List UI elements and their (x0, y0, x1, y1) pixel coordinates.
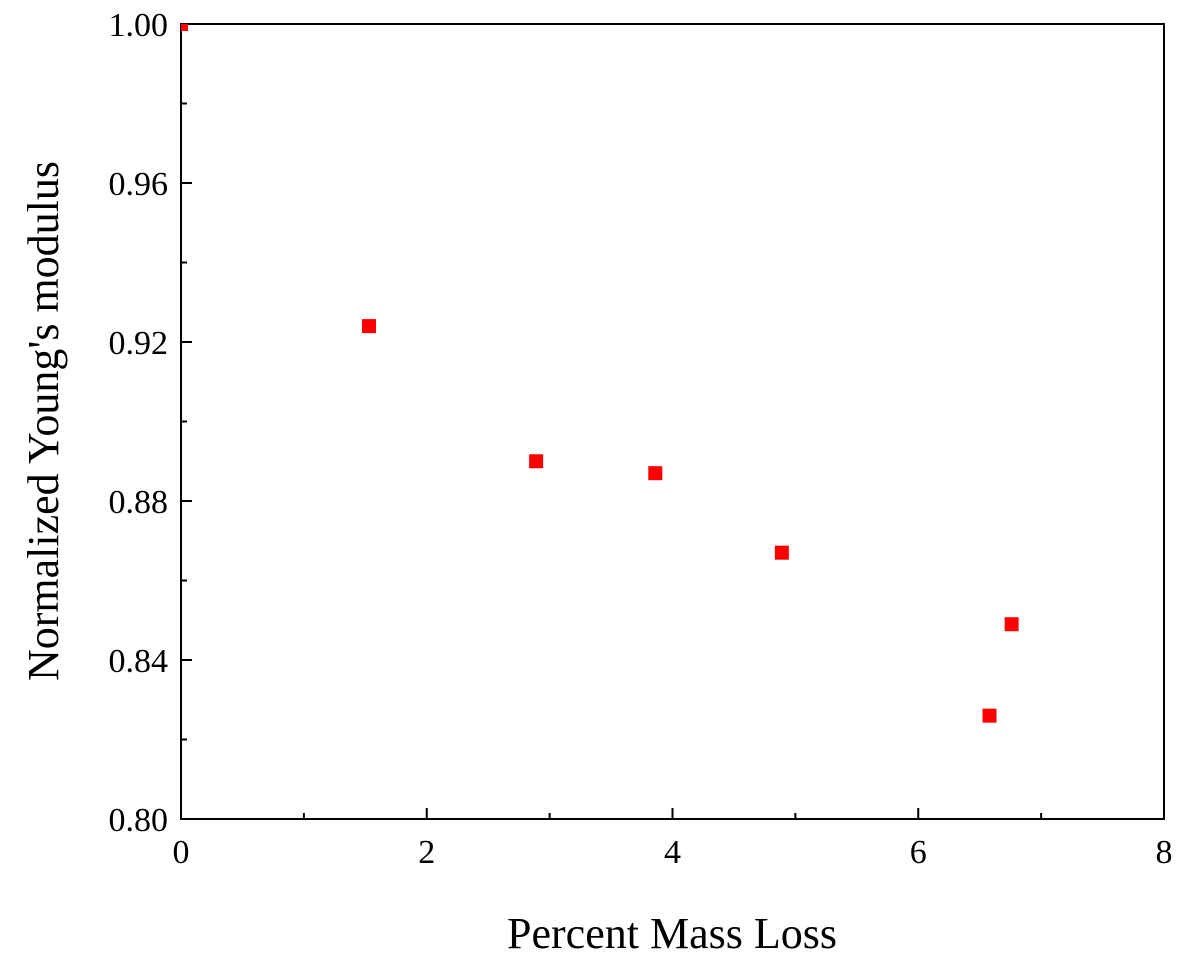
data-points (181, 24, 1019, 723)
data-point (648, 466, 663, 481)
y-tick-label: 1.00 (109, 7, 169, 44)
y-tick-label: 0.96 (109, 166, 169, 203)
x-tick-label: 0 (173, 834, 190, 871)
axis-ticks (180, 23, 1165, 820)
data-point (982, 708, 997, 723)
y-tick-label: 0.88 (109, 484, 169, 521)
y-axis-tick-labels: 0.80 0.84 0.88 0.92 0.96 1.00 (109, 7, 169, 839)
x-tick-label: 6 (910, 834, 927, 871)
data-point (361, 319, 376, 334)
y-tick-label: 0.92 (109, 325, 169, 362)
data-point (181, 24, 188, 31)
plot-frame (180, 23, 1165, 820)
data-point (774, 545, 789, 560)
y-tick-label: 0.80 (109, 802, 169, 839)
x-axis-title: Percent Mass Loss (507, 909, 837, 958)
x-tick-label: 2 (418, 834, 435, 871)
data-point (529, 454, 544, 469)
x-tick-label: 4 (664, 834, 681, 871)
y-tick-label: 0.84 (109, 643, 169, 680)
x-axis-tick-labels: 0 2 4 6 8 (173, 834, 1173, 871)
y-axis-title: Normalized Young's modulus (19, 161, 68, 681)
x-tick-label: 8 (1156, 834, 1173, 871)
data-point (1004, 617, 1019, 632)
